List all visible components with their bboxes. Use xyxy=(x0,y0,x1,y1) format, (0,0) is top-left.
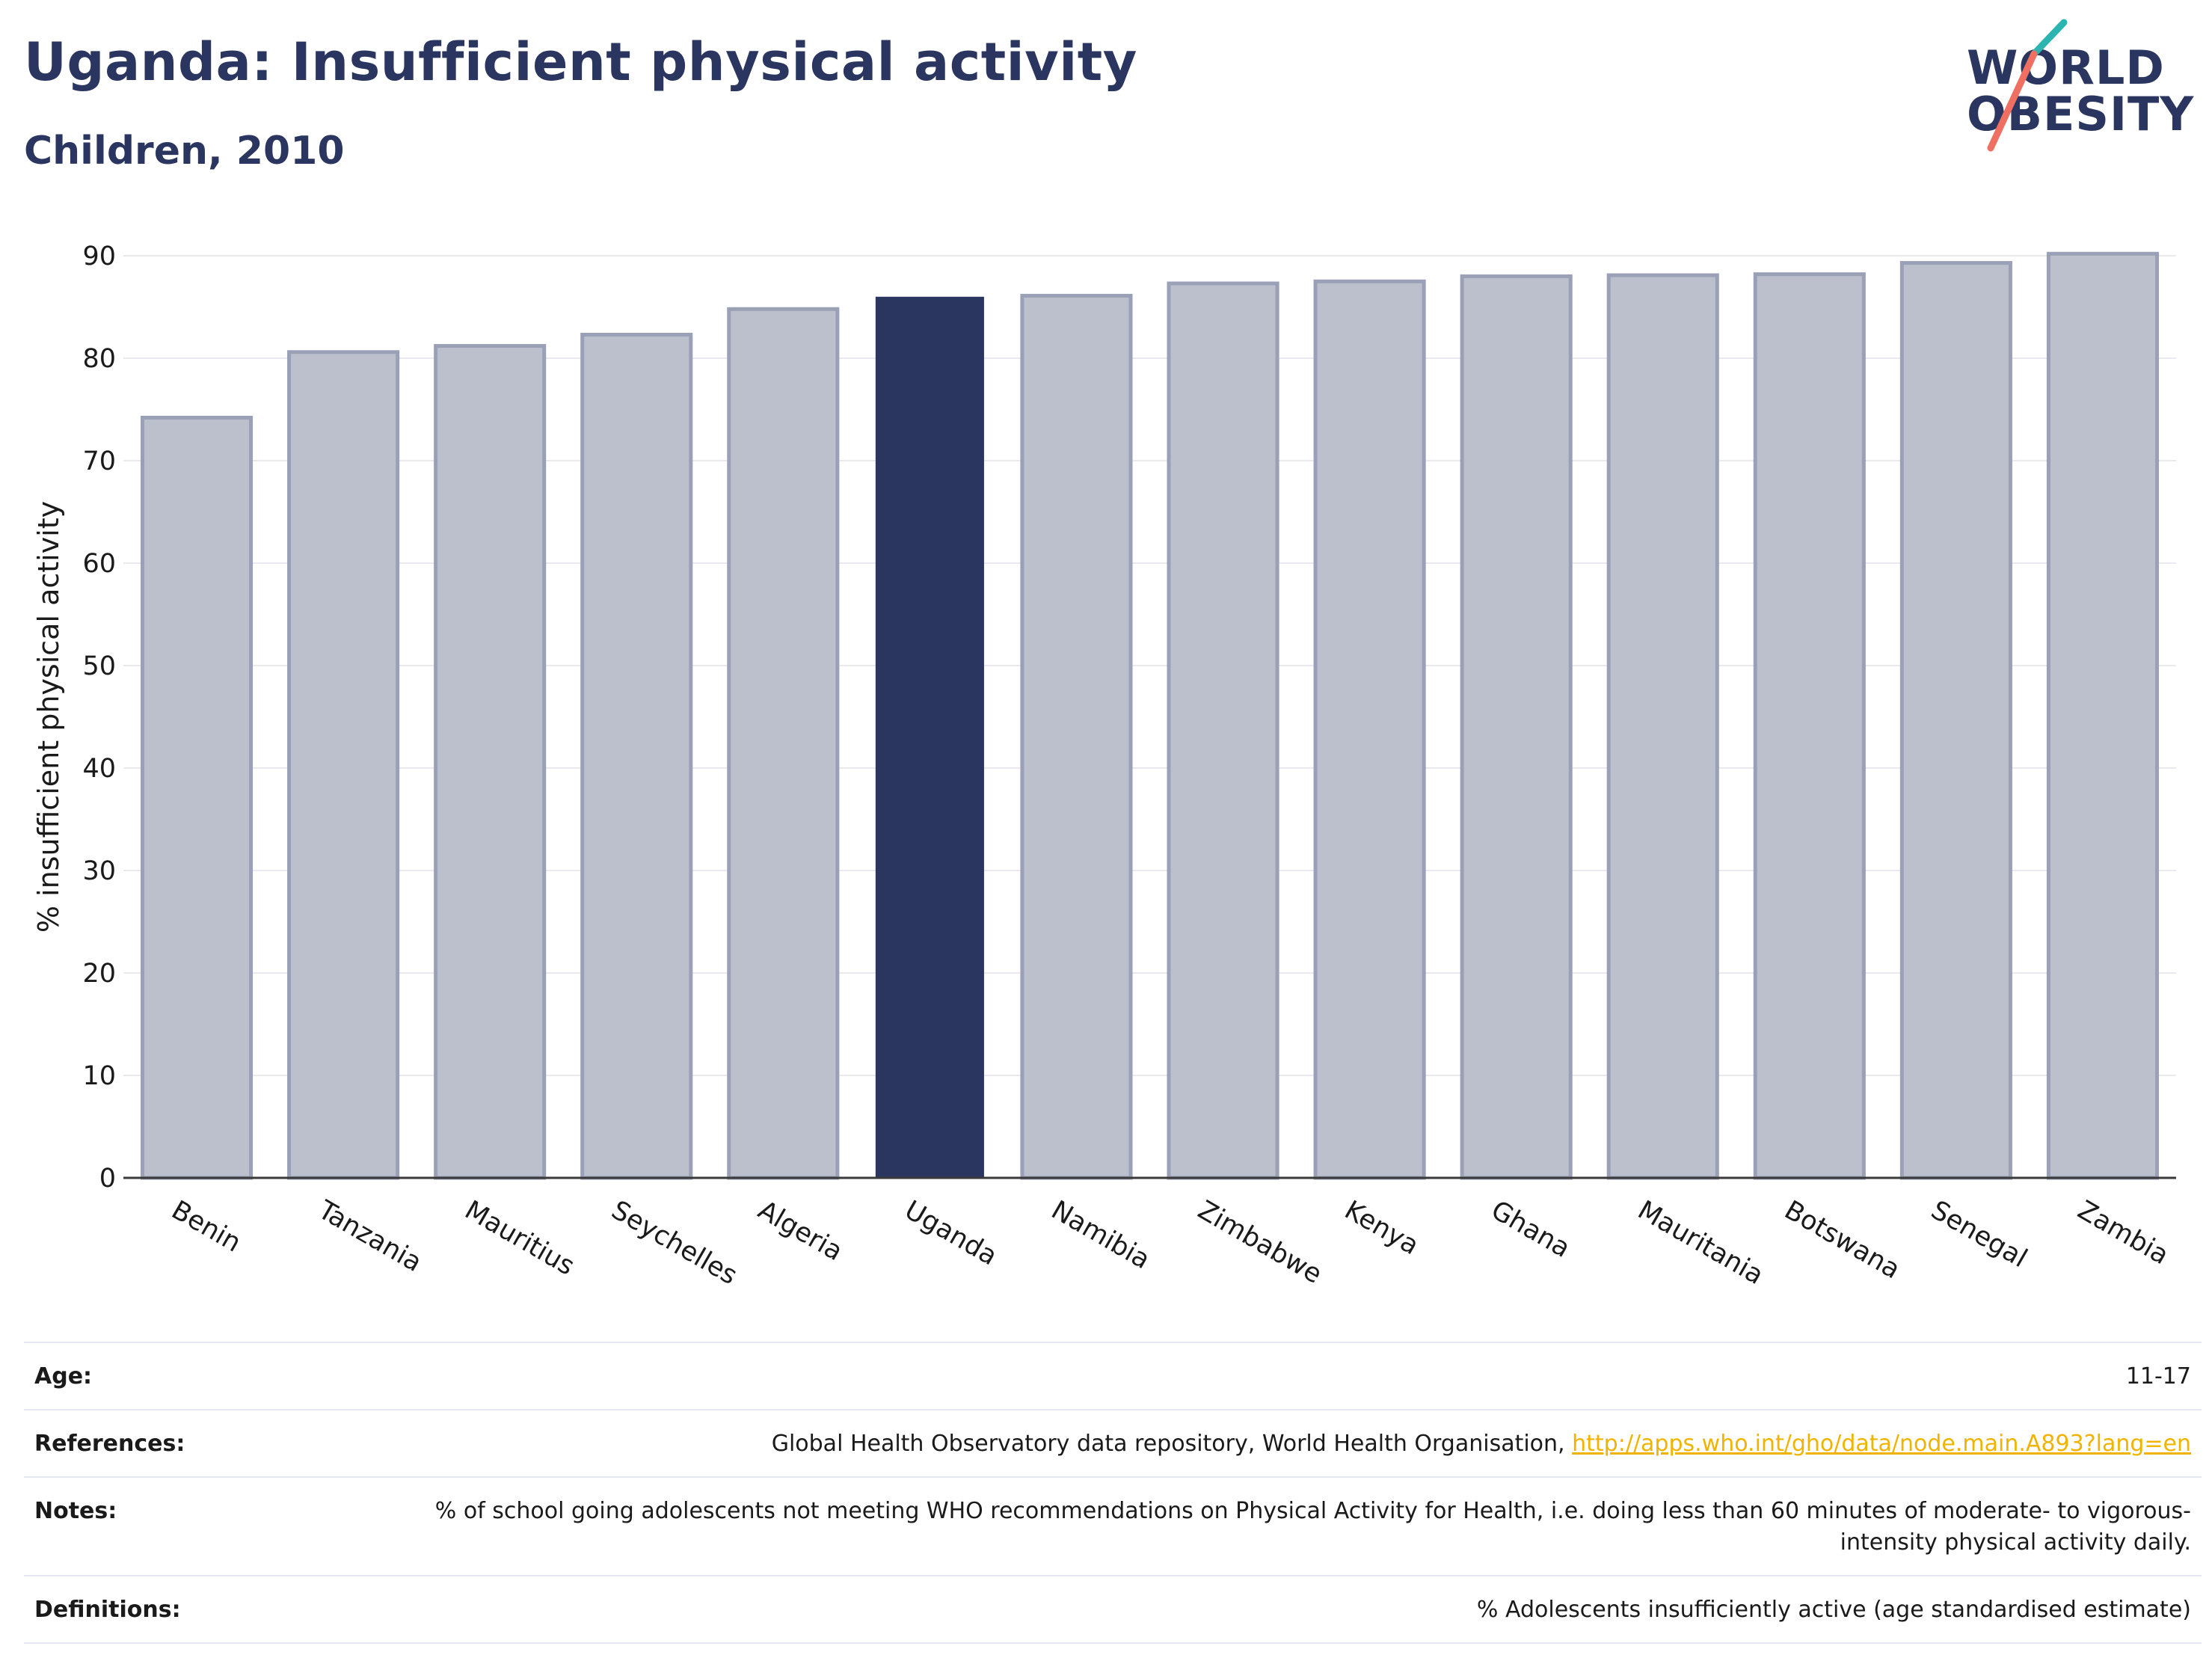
info-row-notes: Notes: % of school going adolescents not… xyxy=(24,1478,2202,1576)
x-tick-label: Seychelles xyxy=(606,1195,743,1291)
bar-kenya xyxy=(1313,279,1426,1180)
x-tick-label: Mauritania xyxy=(1632,1195,1768,1291)
y-tick-label: 0 xyxy=(99,1164,116,1194)
notes-value: % of school going adolescents not meetin… xyxy=(434,1498,2191,1556)
bar-mauritania xyxy=(1606,273,1719,1180)
notes-label: Notes: xyxy=(34,1498,117,1524)
x-tick-label: Benin xyxy=(167,1195,246,1258)
bar-zambia xyxy=(2046,251,2160,1180)
bar-namibia xyxy=(1020,293,1133,1180)
chart-subtitle: Children, 2010 xyxy=(24,129,345,174)
x-tick-label: Mauritius xyxy=(460,1195,580,1282)
chart-title: Uganda: Insufficient physical activity xyxy=(24,31,1137,93)
bar-tanzania xyxy=(287,350,400,1180)
references-link[interactable]: http://apps.who.int/gho/data/node.main.A… xyxy=(1572,1431,2191,1457)
gridlines xyxy=(123,255,2176,1076)
x-tick-label: Ghana xyxy=(1486,1195,1575,1264)
bar-benin xyxy=(140,415,254,1180)
x-tick-label: Botswana xyxy=(1779,1195,1905,1285)
definitions-value: % Adolescents insufficiently active (age… xyxy=(1476,1597,2191,1623)
references-text: Global Health Observatory data repositor… xyxy=(771,1431,1565,1457)
x-tick-label: Zambia xyxy=(2072,1195,2173,1271)
y-tick-label: 80 xyxy=(82,344,116,374)
definitions-label: Definitions: xyxy=(34,1597,181,1623)
y-tick-label: 20 xyxy=(82,959,116,989)
bar-seychelles xyxy=(580,332,693,1180)
y-tick-label: 50 xyxy=(82,651,116,681)
logo-slash-icon xyxy=(1987,19,2068,152)
bar-zimbabwe xyxy=(1167,281,1279,1180)
age-label: Age: xyxy=(34,1363,93,1390)
references-value: Global Health Observatory data repositor… xyxy=(772,1428,2191,1460)
y-tick-label: 40 xyxy=(82,754,116,784)
x-tick-label: Senegal xyxy=(1926,1195,2032,1274)
y-tick-label: 10 xyxy=(82,1061,116,1091)
bar-botswana xyxy=(1753,272,1866,1180)
references-label: References: xyxy=(34,1431,185,1457)
y-axis-ticks: 0 10 20 30 40 50 60 70 80 90 xyxy=(82,242,116,1194)
bars xyxy=(140,251,2160,1180)
y-tick-label: 90 xyxy=(82,242,116,271)
y-tick-label: 60 xyxy=(82,549,116,579)
x-tick-label: Kenya xyxy=(1339,1195,1424,1261)
world-obesity-logo: WORLD OBESITY xyxy=(1952,15,2206,165)
y-tick-label: 30 xyxy=(82,856,116,886)
x-tick-label: Namibia xyxy=(1046,1195,1155,1275)
info-row-definitions: Definitions: % Adolescents insufficientl… xyxy=(24,1576,2202,1644)
bar-ghana xyxy=(1460,274,1573,1180)
info-row-references: References: Global Health Observatory da… xyxy=(24,1410,2202,1478)
bar-chart: 0 10 20 30 40 50 60 70 80 90 Benin Tanzania Mauriti… xyxy=(32,242,2176,1291)
x-axis-ticks: Benin Tanzania Mauritius Seychelles Algeria U… xyxy=(167,1195,2174,1291)
logo-word-world: WORLD xyxy=(1967,40,2165,95)
bar-senegal xyxy=(1899,261,2012,1180)
bar-mauritius xyxy=(434,344,547,1180)
info-row-age: Age: 11-17 xyxy=(24,1343,2202,1410)
bar-algeria xyxy=(727,307,840,1180)
y-tick-label: 70 xyxy=(82,446,116,476)
bar-uganda xyxy=(875,296,984,1178)
age-value: 11-17 xyxy=(2125,1363,2191,1390)
x-tick-label: Tanzania xyxy=(313,1195,427,1278)
x-tick-label: Uganda xyxy=(900,1195,1002,1271)
info-table: Age: 11-17 References: Global Health Obs… xyxy=(24,1342,2202,1644)
y-axis-title: % insufficient physical activity xyxy=(32,501,65,933)
x-tick-label: Zimbabwe xyxy=(1193,1195,1327,1290)
x-tick-label: Algeria xyxy=(753,1195,848,1267)
